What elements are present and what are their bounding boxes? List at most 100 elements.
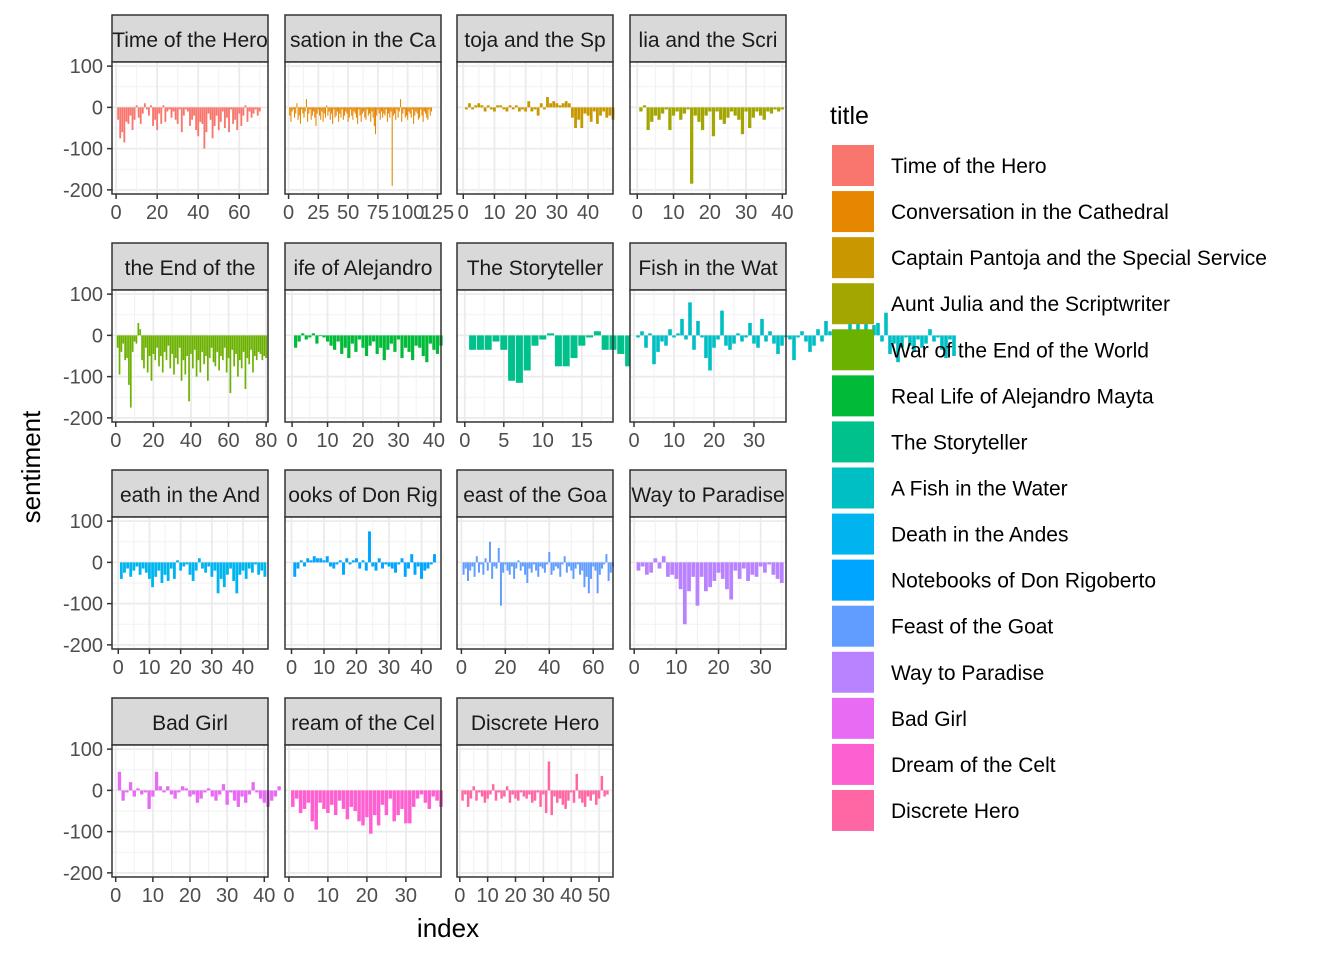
bar: [403, 335, 408, 348]
bar: [250, 562, 254, 573]
bar: [511, 790, 514, 795]
bar: [333, 107, 335, 110]
bar: [381, 562, 384, 569]
bar: [668, 107, 672, 131]
bar: [499, 105, 503, 108]
legend-entry: Conversation in the Cathedral: [891, 201, 1169, 224]
bar: [386, 107, 388, 122]
bar: [163, 335, 166, 352]
bar: [182, 562, 186, 567]
bar: [711, 107, 716, 137]
bar: [766, 107, 770, 112]
bar: [190, 335, 192, 354]
bar: [396, 790, 400, 816]
facet-strip-label: eath in the And: [120, 484, 260, 507]
bar: [562, 335, 570, 367]
bar: [154, 107, 157, 120]
bar: [599, 107, 602, 116]
gridlines: [112, 745, 268, 877]
bar: [318, 790, 322, 803]
bar: [189, 107, 191, 126]
bar: [199, 335, 202, 373]
bar: [625, 335, 633, 367]
bar: [578, 335, 586, 346]
bar: [246, 107, 249, 122]
bar: [420, 562, 423, 579]
bar: [571, 107, 574, 118]
x-axis: 0 10 20 30 40: [286, 649, 433, 679]
bar: [376, 107, 378, 116]
bar: [166, 786, 170, 791]
bar: [392, 790, 396, 822]
bar: [924, 335, 928, 344]
bar: [259, 335, 262, 354]
bar: [500, 790, 503, 799]
bar: [432, 335, 436, 350]
bar: [144, 335, 147, 348]
bar: [160, 335, 162, 356]
bar: [549, 103, 553, 108]
bar: [141, 107, 144, 114]
bar: [482, 562, 485, 575]
bar: [539, 562, 542, 567]
bar: [427, 107, 429, 120]
bar: [384, 107, 386, 116]
bar: [158, 335, 160, 367]
bar: [340, 335, 344, 354]
bar: [589, 790, 592, 801]
bar: [932, 335, 936, 342]
bar: [201, 335, 204, 352]
x-axis-label: index: [417, 913, 479, 943]
bar: [404, 790, 408, 824]
bar: [583, 562, 586, 588]
bar: [416, 107, 418, 114]
x-tick-label: 60: [582, 657, 604, 679]
x-tick-label: 0: [110, 430, 121, 452]
bar: [123, 107, 126, 143]
bar: [186, 335, 189, 356]
y-tick-label: -200: [63, 408, 103, 430]
bar: [556, 790, 559, 803]
bar: [386, 335, 390, 350]
bar: [351, 560, 355, 563]
bar: [335, 107, 337, 116]
bar: [151, 790, 155, 797]
x-tick-label: 0: [456, 657, 467, 679]
bar: [732, 335, 736, 344]
bar: [146, 335, 149, 373]
bars: [116, 323, 267, 408]
bar: [201, 107, 204, 124]
bar: [325, 335, 330, 342]
bar: [150, 105, 152, 108]
bar: [363, 107, 365, 112]
bar: [695, 562, 700, 606]
bar: [333, 790, 338, 816]
bar: [492, 335, 500, 342]
bar: [199, 790, 203, 799]
bar: [293, 107, 296, 118]
legend-swatch: [832, 513, 874, 555]
bar: [539, 103, 543, 108]
x-tick-label: 40: [538, 657, 560, 679]
bar: [464, 107, 468, 110]
bar: [350, 335, 354, 344]
y-axis: 100 0 -100 -200: [63, 739, 112, 885]
bar: [699, 562, 704, 577]
x-axis: 0 10 20 30: [629, 649, 772, 679]
bar: [180, 107, 183, 133]
bar: [365, 107, 367, 120]
bar: [593, 331, 601, 336]
bar: [357, 790, 361, 822]
bar: [367, 107, 369, 116]
bar: [594, 562, 597, 571]
bar: [617, 335, 625, 354]
bar: [504, 562, 507, 565]
bar: [480, 562, 483, 565]
bar: [475, 790, 478, 801]
bar: [773, 107, 777, 110]
bar: [679, 107, 683, 120]
bar: [299, 560, 303, 563]
bar: [568, 562, 571, 567]
legend-swatch: [832, 651, 874, 693]
x-tick-label: 10: [317, 885, 339, 907]
